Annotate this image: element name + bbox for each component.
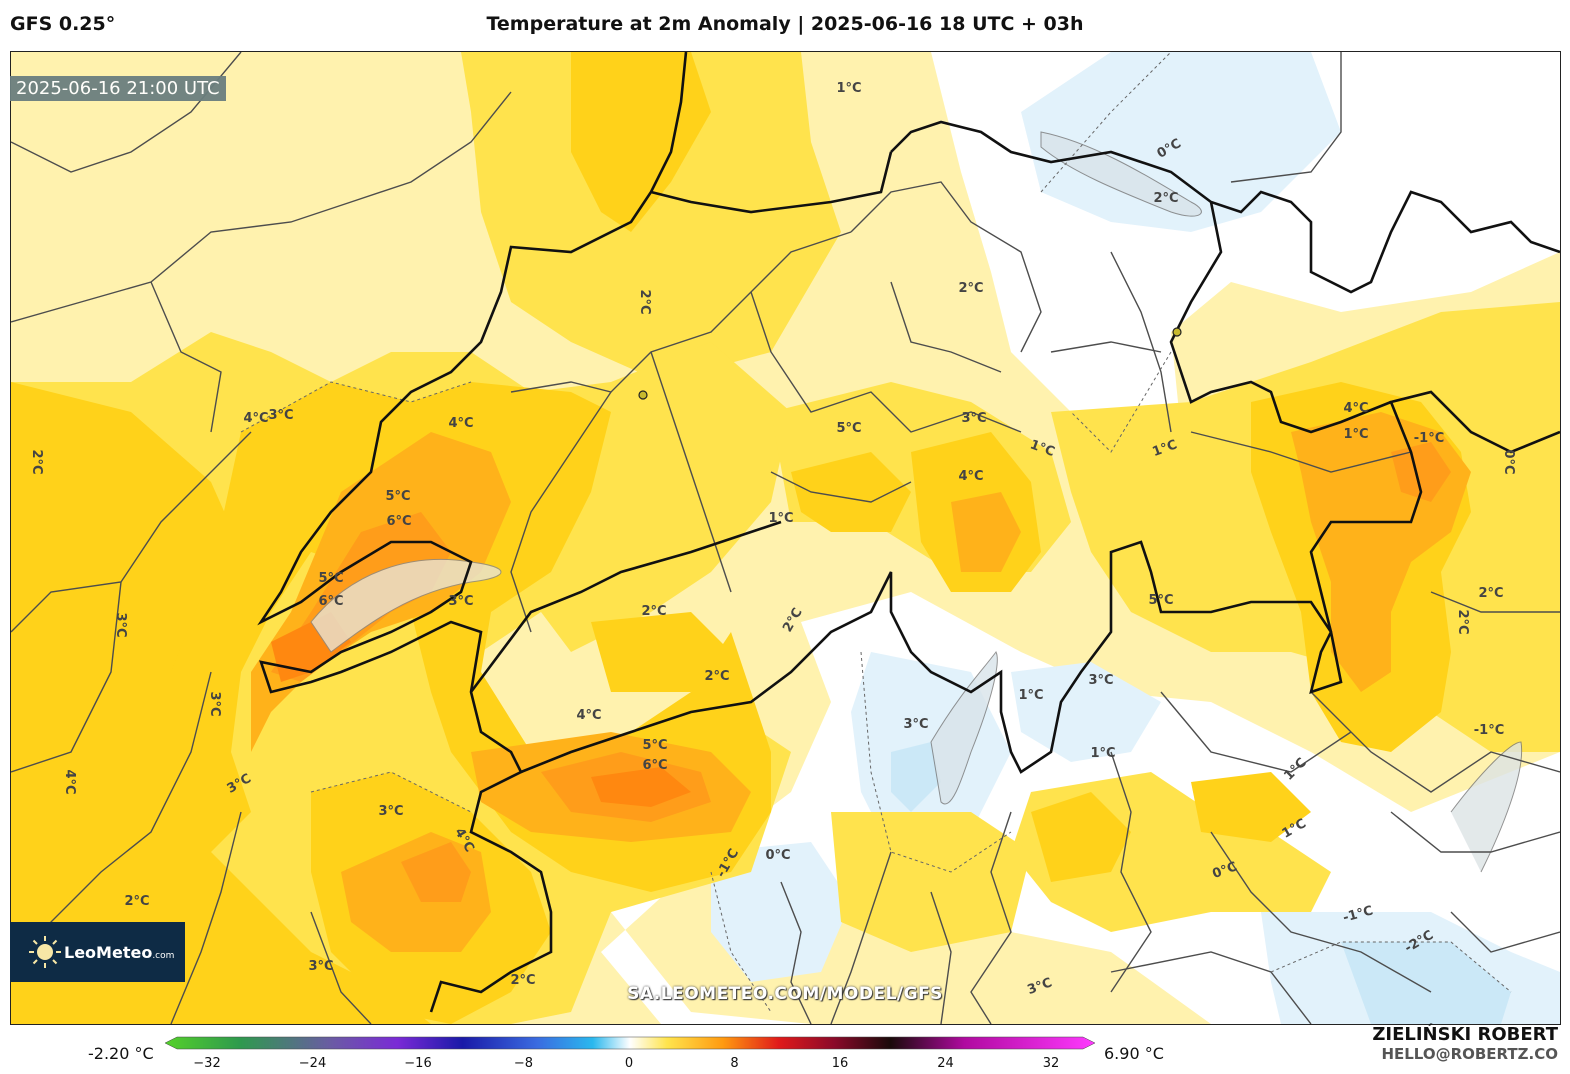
- contour-label: 0°C: [1501, 449, 1516, 474]
- contour-label: 2°C: [1153, 191, 1178, 206]
- contour-label: 2°C: [1478, 586, 1503, 601]
- contour-label: -1°C: [1414, 431, 1444, 446]
- anomaly-fill-gold-1: [571, 52, 711, 232]
- colorbar-tick: 16: [831, 1056, 849, 1071]
- contour-label: 3°C: [903, 717, 928, 732]
- colorbar: [165, 1036, 1095, 1050]
- source-watermark: SA.LEOMETEO.COM/MODEL/GFS: [627, 984, 943, 1004]
- anomaly-fill-deep-6: [591, 767, 691, 807]
- logo-text: LeoMeteo.com: [64, 942, 175, 962]
- contour-label: 3°C: [207, 691, 222, 716]
- city-marker: [638, 390, 648, 400]
- contour-lines: [240, 52, 1512, 1013]
- contour-label: 3°C: [113, 612, 128, 637]
- contour-label: 6°C: [642, 758, 667, 773]
- map-panel[interactable]: 1°C 0°C 2°C 2°C 2°C 3°C 2°C 4°C 5°C 6°C 5°C 6°C 3°C 3…: [10, 51, 1561, 1025]
- lake-como: [930, 651, 998, 805]
- anomaly-fill-gold-6: [791, 452, 911, 532]
- contour-label: 2°C: [29, 449, 44, 474]
- anomaly-fill-gold-10: [591, 612, 731, 692]
- contour-label: 2°C: [704, 669, 729, 684]
- contour-label: 5°C: [1148, 593, 1173, 608]
- author-name: ZIELIŃSKI ROBERT: [1372, 1024, 1558, 1045]
- contour-label: 2°C: [1455, 609, 1470, 634]
- contour-label: 3°C: [1088, 673, 1113, 688]
- contour-label: 4°C: [958, 469, 983, 484]
- anomaly-fill-deep-3: [401, 842, 471, 902]
- city-marker: [1172, 327, 1182, 337]
- anomaly-fill-blue-mid: [1011, 662, 1161, 762]
- contour-label: 0°C: [765, 848, 790, 863]
- colorbar-tick: 8: [730, 1056, 739, 1071]
- contour-label: 4°C: [243, 411, 268, 426]
- anomaly-fill-blue-se-deep: [1341, 942, 1511, 1024]
- contour-label: 1°C: [768, 511, 793, 526]
- contour-label: 2°C: [958, 281, 983, 296]
- contour-label: 1°C: [1018, 688, 1043, 703]
- colorbar-tick: −16: [404, 1056, 432, 1071]
- leometeo-logo[interactable]: LeoMeteo.com: [10, 922, 185, 982]
- contour-label: 6°C: [386, 514, 411, 529]
- valid-time-badge: 2025-06-16 21:00 UTC: [10, 76, 226, 101]
- contour-label: 5°C: [642, 738, 667, 753]
- anomaly-fill-gold-2: [11, 382, 431, 1024]
- contour-label: 2°C: [124, 894, 149, 909]
- contour-label: 3°C: [308, 959, 333, 974]
- contour-label: 4°C: [448, 416, 473, 431]
- contour-label: 4°C: [62, 769, 77, 794]
- contour-label: 3°C: [378, 804, 403, 819]
- sun-icon: [29, 936, 61, 968]
- contour-label: 4°C: [576, 708, 601, 723]
- anomaly-fill-gold-9: [1031, 792, 1131, 882]
- credit-block: ZIELIŃSKI ROBERT HELLO@ROBERTZ.CO: [1372, 1024, 1558, 1063]
- anomaly-fill-blue-small: [891, 742, 941, 812]
- contour-label: 5°C: [318, 571, 343, 586]
- anomaly-fill-blue-ne: [1021, 52, 1341, 232]
- colorbar-min-label: -2.20 °C: [88, 1044, 154, 1063]
- anomaly-fill-yellow-north: [461, 52, 841, 382]
- contour-label: 1°C: [1343, 427, 1368, 442]
- lake-geneva: [310, 559, 502, 653]
- contour-label: 3°C: [961, 411, 986, 426]
- colorbar-max-label: 6.90 °C: [1104, 1044, 1164, 1063]
- contour-label: 4°C: [1343, 401, 1368, 416]
- anomaly-fill-deep-4: [1391, 442, 1451, 502]
- anomaly-fill-orange-5: [951, 492, 1021, 572]
- lake-constance: [1040, 131, 1202, 217]
- anomaly-fill-blue-south: [711, 842, 851, 982]
- contour-label: 1°C: [1090, 746, 1115, 761]
- anomaly-fill-gold-8: [1191, 772, 1311, 842]
- anomaly-fill-yellow-south: [831, 812, 1031, 952]
- contour-label: 2°C: [641, 604, 666, 619]
- colorbar-tick: −8: [513, 1056, 534, 1071]
- contour-label: 5°C: [385, 489, 410, 504]
- contour-label: -1°C: [1474, 723, 1504, 738]
- model-label: GFS 0.25°: [10, 13, 116, 35]
- colorbar-tick: −24: [298, 1056, 327, 1071]
- contour-label: 3°C: [268, 408, 293, 423]
- lake-garda: [1450, 741, 1523, 873]
- anomaly-map: 1°C 0°C 2°C 2°C 2°C 3°C 2°C 4°C 5°C 6°C 5°C 6°C 3°C 3…: [11, 52, 1560, 1024]
- contour-label: 6°C: [318, 594, 343, 609]
- region-borders: [11, 52, 1560, 1024]
- colorbar-tick: 32: [1042, 1056, 1060, 1071]
- contour-label: 3°C: [448, 594, 473, 609]
- chart-title: Temperature at 2m Anomaly | 2025-06-16 1…: [486, 13, 1084, 35]
- contour-label: 1°C: [836, 81, 861, 96]
- colorbar-tick: −32: [193, 1056, 221, 1071]
- contour-label: 5°C: [836, 421, 861, 436]
- contour-label: 2°C: [637, 289, 652, 314]
- national-borders: [257, 52, 1560, 1013]
- colorbar-tick: 24: [937, 1056, 954, 1071]
- colorbar-tick: 0: [624, 1056, 634, 1071]
- author-email: HELLO@ROBERTZ.CO: [1381, 1045, 1558, 1063]
- contour-label: 2°C: [510, 973, 535, 988]
